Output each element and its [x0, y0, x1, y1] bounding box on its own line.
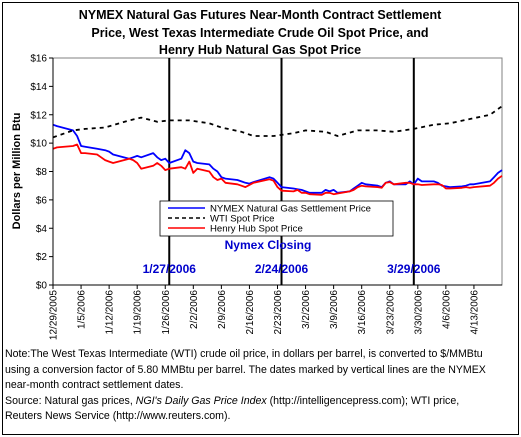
y-tick-label: $0: [36, 281, 48, 292]
closing-date-label: 3/29/2006: [387, 262, 441, 276]
x-tick-label: 2/9/2006: [217, 290, 228, 329]
closing-date-lines: [168, 58, 415, 285]
series-lines: [52, 105, 503, 196]
x-axis-ticks: 12/29/2005 1/5/2006 1/12/2006 1/19/2006 1/26…: [49, 285, 480, 340]
legend: NYMEX Natural Gas Settlement Price WTI S…: [159, 200, 394, 237]
note-line-1: Note:The West Texas Intermediate (WTI) c…: [5, 348, 483, 360]
y-tick-label: $2: [36, 252, 48, 263]
x-tick-label: 1/5/2006: [77, 290, 88, 329]
series-line-2: [52, 143, 503, 196]
legend-label-henry-hub: Henry Hub Spot Price: [210, 224, 303, 235]
x-tick-label: 2/23/2006: [273, 290, 284, 335]
y-axis-ticks: $0 $2 $4 $6 $8 $10 $12 $14 $16: [30, 54, 53, 292]
note-line-4: Source: Natural gas prices, NGI's Daily …: [5, 394, 515, 410]
series-line-0: [52, 123, 503, 194]
chart-note: Note:The West Texas Intermediate (WTI) c…: [5, 347, 515, 425]
y-tick-label: $4: [36, 224, 48, 235]
note-line-2: using a conversion factor of 5.80 MMBtu …: [5, 363, 486, 376]
closing-date-label: 1/27/2006: [143, 262, 197, 276]
x-tick-label: 1/12/2006: [105, 290, 116, 335]
title-line-3: Henry Hub Natural Gas Spot Price: [158, 43, 362, 57]
closing-date-labels: 1/27/2006 2/24/2006 3/29/2006: [143, 262, 441, 276]
x-tick-label: 4/13/2006: [469, 290, 480, 335]
closing-date-label: 2/24/2006: [255, 262, 309, 276]
y-tick-label: $14: [30, 82, 47, 93]
nymex-closing-label: Nymex Closing: [225, 238, 312, 252]
y-axis-label: Dollars per Million Btu: [11, 113, 23, 230]
x-tick-label: 3/2/2006: [301, 290, 312, 329]
y-tick-label: $16: [30, 54, 47, 65]
x-tick-label: 1/19/2006: [133, 290, 144, 335]
x-tick-label: 3/23/2006: [385, 290, 396, 335]
y-tick-label: $10: [30, 139, 47, 150]
title-line-2: Price, West Texas Intermediate Crude Oil…: [91, 25, 429, 40]
x-tick-label: 1/26/2006: [161, 290, 172, 335]
title-line-1: NYMEX Natural Gas Futures Near-Month Con…: [78, 8, 442, 22]
y-tick-label: $8: [36, 167, 48, 178]
x-tick-label: 12/29/2005: [49, 290, 60, 340]
note-line-3: near-month contract settlement dates.: [5, 379, 184, 392]
series-line-1: [52, 105, 503, 139]
note-source-prefix: Source: Natural gas prices,: [5, 394, 136, 407]
x-tick-label: 3/16/2006: [357, 290, 368, 335]
x-tick-label: 2/2/2006: [189, 290, 200, 329]
y-tick-label: $12: [30, 110, 47, 121]
x-tick-label: 3/30/2006: [413, 290, 424, 335]
y-tick-label: $6: [36, 195, 48, 206]
legend-label-wti: WTI Spot Price: [210, 214, 275, 225]
legend-label-nymex: NYMEX Natural Gas Settlement Price: [210, 204, 371, 215]
chart-title: NYMEX Natural Gas Futures Near-Month Con…: [60, 7, 460, 60]
x-tick-label: 2/16/2006: [245, 290, 256, 335]
x-tick-label: 4/6/2006: [441, 290, 452, 329]
x-tick-label: 3/9/2006: [329, 290, 340, 329]
note-source-title: NGI's Daily Gas Price Index: [135, 394, 267, 407]
note-source-suffix: (http://intelligencepress.com); WTI pric…: [266, 394, 460, 407]
note-line-5: Reuters News Service (http://www.reuters…: [5, 410, 231, 423]
